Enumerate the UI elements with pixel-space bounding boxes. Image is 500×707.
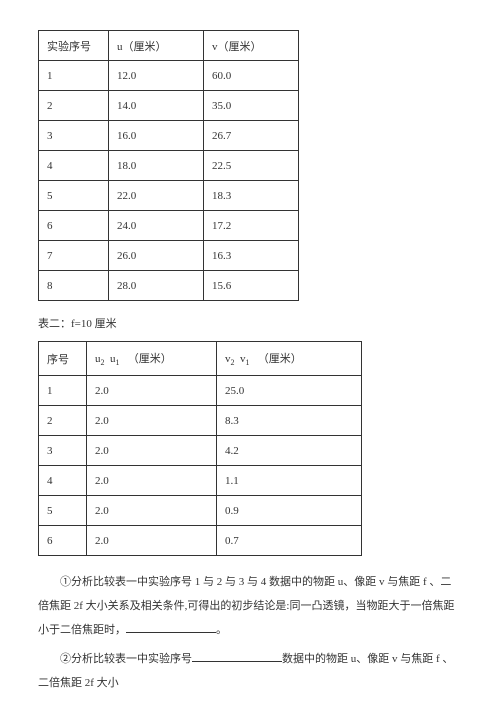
- cell: 18.3: [204, 181, 299, 211]
- cell: 4: [39, 466, 87, 496]
- cell: 35.0: [204, 91, 299, 121]
- cell: 25.0: [217, 376, 362, 406]
- fill-blank: [126, 621, 216, 633]
- question-2: ②分析比较表一中实验序号数据中的物距 u、像距 v 与焦距 f 、二倍焦距 2f…: [38, 647, 462, 695]
- table-row: 726.016.3: [39, 241, 299, 271]
- cell: 1: [39, 61, 109, 91]
- cell: 60.0: [204, 61, 299, 91]
- cell: 5: [39, 181, 109, 211]
- unit-label: （厘米）: [128, 353, 172, 365]
- table-row: 214.035.0: [39, 91, 299, 121]
- fill-blank: [192, 650, 282, 662]
- table-row: 32.04.2: [39, 436, 362, 466]
- cell: 0.7: [217, 526, 362, 556]
- cell: 26.7: [204, 121, 299, 151]
- cell: 4: [39, 151, 109, 181]
- table-row: 418.022.5: [39, 151, 299, 181]
- cell: 4.2: [217, 436, 362, 466]
- header-cell: 实验序号: [39, 31, 109, 61]
- header-cell: 序号: [39, 342, 87, 376]
- table-2-caption: 表二：f=10 厘米: [38, 315, 462, 331]
- table-row: 42.01.1: [39, 466, 362, 496]
- cell: 22.0: [109, 181, 204, 211]
- cell: 8: [39, 271, 109, 301]
- cell: 3: [39, 121, 109, 151]
- unit-label: （厘米）: [258, 353, 302, 365]
- question-1-text: ①分析比较表一中实验序号 1 与 2 与 3 与 4 数据中的物距 u、像距 v…: [38, 576, 454, 636]
- table-row: 522.018.3: [39, 181, 299, 211]
- cell: 16.0: [109, 121, 204, 151]
- cell: 8.3: [217, 406, 362, 436]
- cell: 2.0: [87, 406, 217, 436]
- table-row: 62.00.7: [39, 526, 362, 556]
- cell: 2: [39, 406, 87, 436]
- cell: 26.0: [109, 241, 204, 271]
- table-row: 624.017.2: [39, 211, 299, 241]
- table-header-row: 序号 u2 u1 （厘米） v2 v1 （厘米）: [39, 342, 362, 376]
- cell: 16.3: [204, 241, 299, 271]
- cell: 18.0: [109, 151, 204, 181]
- cell: 17.2: [204, 211, 299, 241]
- cell: 2: [39, 91, 109, 121]
- table-row: 12.025.0: [39, 376, 362, 406]
- cell: 0.9: [217, 496, 362, 526]
- cell: 2.0: [87, 436, 217, 466]
- header-cell: v（厘米）: [204, 31, 299, 61]
- cell: 28.0: [109, 271, 204, 301]
- table-row: 22.08.3: [39, 406, 362, 436]
- cell: 15.6: [204, 271, 299, 301]
- cell: 6: [39, 211, 109, 241]
- cell: 14.0: [109, 91, 204, 121]
- subscript: 1: [246, 358, 250, 367]
- cell: 24.0: [109, 211, 204, 241]
- header-cell: u2 u1 （厘米）: [87, 342, 217, 376]
- cell: 3: [39, 436, 87, 466]
- table-header-row: 实验序号 u（厘米） v（厘米）: [39, 31, 299, 61]
- table-row: 52.00.9: [39, 496, 362, 526]
- cell: 1: [39, 376, 87, 406]
- cell: 22.5: [204, 151, 299, 181]
- cell: 7: [39, 241, 109, 271]
- table-row: 828.015.6: [39, 271, 299, 301]
- cell: 1.1: [217, 466, 362, 496]
- cell: 2.0: [87, 376, 217, 406]
- cell: 12.0: [109, 61, 204, 91]
- subscript: 1: [116, 358, 120, 367]
- header-cell: u（厘米）: [109, 31, 204, 61]
- cell: 2.0: [87, 466, 217, 496]
- header-cell: v2 v1 （厘米）: [217, 342, 362, 376]
- table-row: 316.026.7: [39, 121, 299, 151]
- question-1-end: 。: [216, 624, 227, 636]
- table-row: 112.060.0: [39, 61, 299, 91]
- cell: 2.0: [87, 526, 217, 556]
- question-1: ①分析比较表一中实验序号 1 与 2 与 3 与 4 数据中的物距 u、像距 v…: [38, 570, 462, 643]
- question-2-text-a: ②分析比较表一中实验序号: [60, 653, 192, 665]
- cell: 5: [39, 496, 87, 526]
- data-table-1: 实验序号 u（厘米） v（厘米） 112.060.0 214.035.0 316…: [38, 30, 299, 301]
- cell: 2.0: [87, 496, 217, 526]
- cell: 6: [39, 526, 87, 556]
- data-table-2: 序号 u2 u1 （厘米） v2 v1 （厘米） 12.025.0 22.08.…: [38, 341, 362, 556]
